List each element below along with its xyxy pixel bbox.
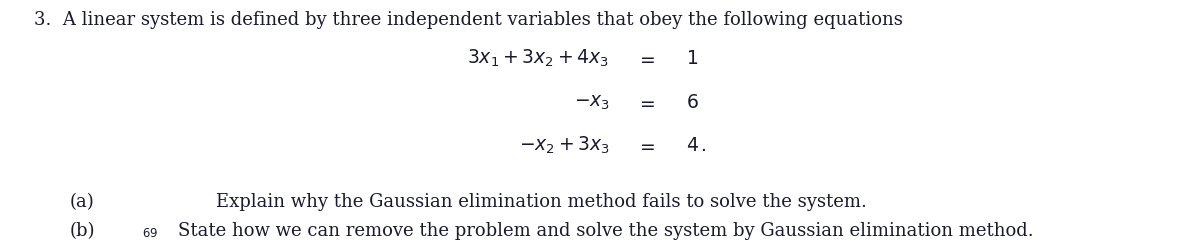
- Text: $=$: $=$: [636, 93, 655, 112]
- Text: $6$: $6$: [686, 93, 700, 112]
- Text: $1$: $1$: [686, 49, 698, 68]
- Text: 3.  A linear system is defined by three independent variables that obey the foll: 3. A linear system is defined by three i…: [34, 11, 902, 29]
- Text: (a): (a): [70, 193, 95, 211]
- Text: $-x_3$: $-x_3$: [574, 93, 610, 112]
- Text: ${}_{69}$: ${}_{69}$: [142, 222, 158, 240]
- Text: (b): (b): [70, 222, 95, 240]
- Text: $4\,.$: $4\,.$: [686, 136, 707, 155]
- Text: State how we can remove the problem and solve the system by Gaussian elimination: State how we can remove the problem and …: [178, 222, 1033, 240]
- Text: $=$: $=$: [636, 136, 655, 155]
- Text: $=$: $=$: [636, 49, 655, 68]
- Text: $-x_2 + 3x_3$: $-x_2 + 3x_3$: [518, 135, 610, 156]
- Text: $3x_1 + 3x_2 + 4x_3$: $3x_1 + 3x_2 + 4x_3$: [468, 48, 610, 69]
- Text: Explain why the Gaussian elimination method fails to solve the system.: Explain why the Gaussian elimination met…: [216, 193, 866, 211]
